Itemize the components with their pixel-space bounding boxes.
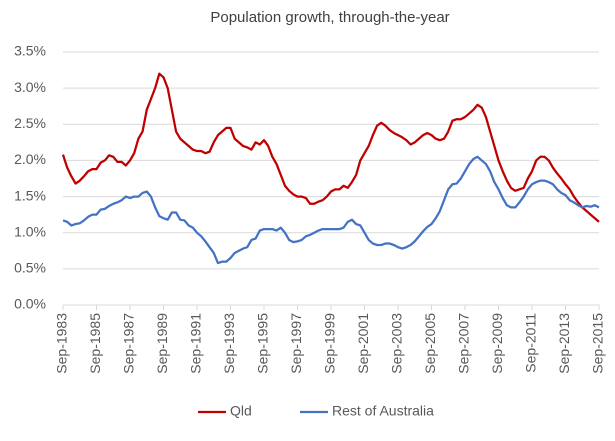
- y-tick-label: 1.0%: [14, 223, 46, 239]
- y-tick-label: 1.5%: [14, 187, 46, 203]
- x-tick-label: Sep-1991: [188, 313, 204, 374]
- x-tick-label: Sep-2003: [389, 313, 405, 374]
- x-tick-label: Sep-2009: [489, 313, 505, 374]
- x-tick-label: Sep-1987: [121, 313, 137, 374]
- x-tick-label: Sep-2007: [456, 313, 472, 374]
- x-tick-label: Sep-1985: [87, 313, 103, 374]
- x-tick-label: Sep-1997: [288, 313, 304, 374]
- x-tick-label: Sep-2011: [523, 313, 539, 373]
- x-tick-label: Sep-2013: [556, 313, 572, 374]
- y-tick-label: 3.5%: [14, 43, 46, 59]
- y-tick-label: 2.0%: [14, 151, 46, 167]
- y-tick-label: 0.5%: [14, 260, 46, 276]
- x-tick-label: Sep-2005: [422, 313, 438, 374]
- y-tick-label: 0.0%: [14, 296, 46, 312]
- x-tick-label: Sep-1995: [255, 313, 271, 374]
- x-tick-label: Sep-1983: [54, 313, 70, 374]
- legend-label: Qld: [230, 403, 252, 419]
- y-tick-label: 2.5%: [14, 115, 46, 131]
- x-tick-label: Sep-1993: [221, 313, 237, 374]
- legend-label: Rest of Australia: [332, 403, 434, 419]
- x-tick-label: Sep-1989: [154, 313, 170, 374]
- x-tick-label: Sep-1999: [322, 313, 338, 374]
- x-tick-label: Sep-2001: [355, 313, 371, 374]
- x-tick-label: Sep-2015: [590, 313, 606, 374]
- series-line: [62, 155, 600, 265]
- y-tick-label: 3.0%: [14, 79, 46, 95]
- series-line: [61, 72, 600, 223]
- chart-title: Population growth, through-the-year: [210, 9, 449, 26]
